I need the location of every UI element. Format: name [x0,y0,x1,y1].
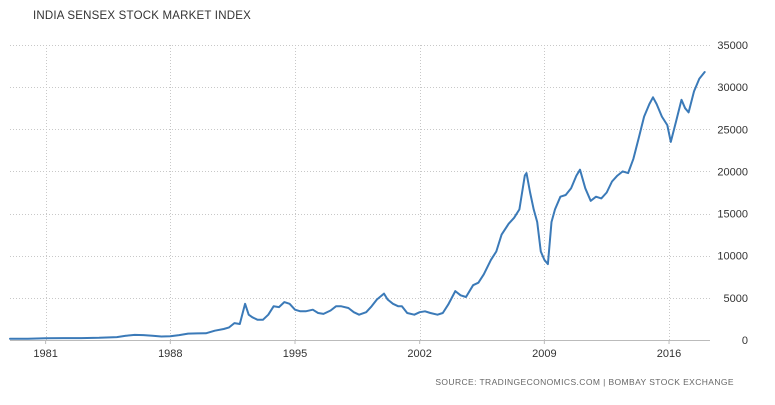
x-axis-tick-labels: 1981 1988 1995 2002 2009 2016 [33,340,681,360]
x-tick-label: 1988 [158,348,182,360]
source-caption: SOURCE: TRADINGECONOMICS.COM | BOMBAY ST… [435,377,734,387]
y-tick-label: 35000 [717,40,748,52]
y-tick-label: 20000 [717,166,748,178]
x-tick-label: 1981 [33,348,57,360]
y-axis-tick-labels: 0 5000 10000 15000 20000 25000 30000 35000 [717,40,748,347]
gridlines [10,45,710,340]
chart-title: INDIA SENSEX STOCK MARKET INDEX [33,10,251,22]
x-tick-label: 2002 [407,348,431,360]
series-layer [9,71,706,340]
y-tick-label: 10000 [717,251,748,263]
y-tick-label: 5000 [724,293,748,305]
y-tick-label: 30000 [717,82,748,94]
x-tick-label: 1995 [283,348,307,360]
y-tick-label: 15000 [717,209,748,221]
y-tick-label: 0 [742,335,748,347]
x-tick-label: 2009 [532,348,556,360]
x-tick-label: 2016 [657,348,681,360]
series-line [9,71,706,340]
y-tick-label: 25000 [717,124,748,136]
